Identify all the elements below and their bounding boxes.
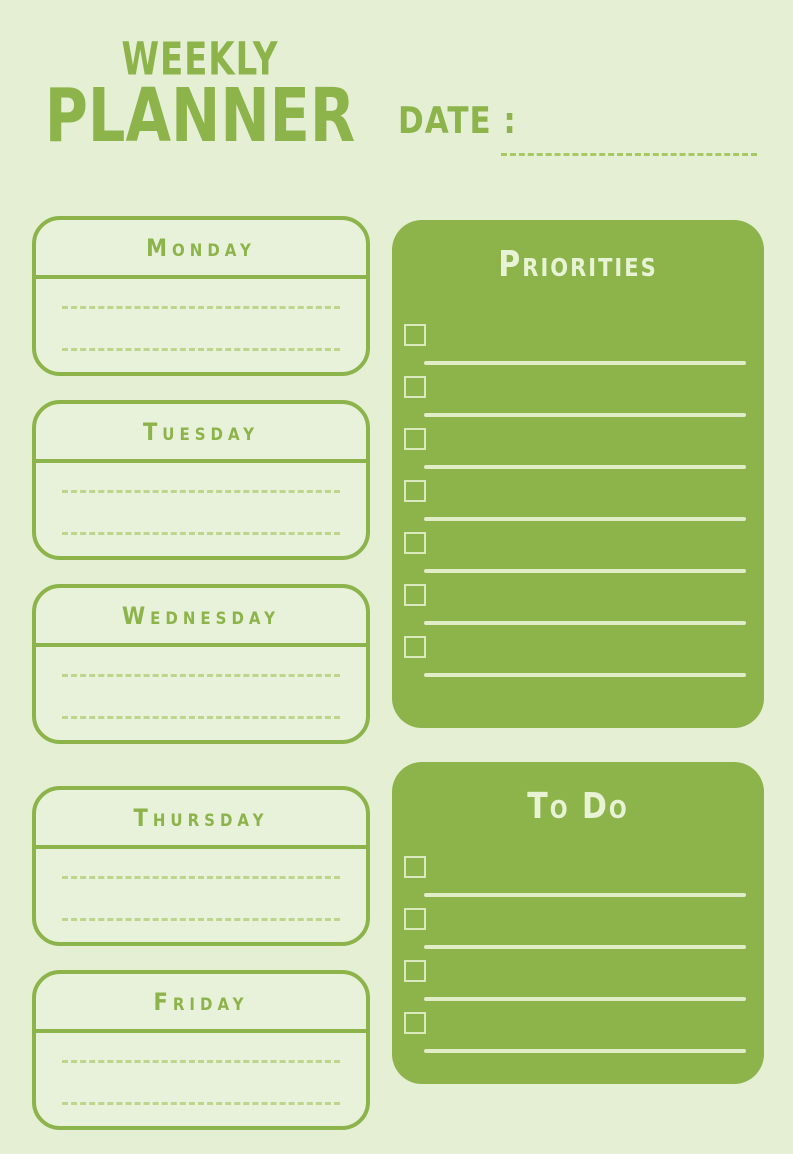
checkbox-icon[interactable] bbox=[404, 480, 426, 502]
write-line[interactable] bbox=[424, 361, 746, 365]
checkbox-icon[interactable] bbox=[404, 856, 426, 878]
list-item[interactable] bbox=[392, 956, 764, 1008]
priorities-title: Priorities bbox=[498, 244, 658, 286]
day-card-wednesday[interactable]: Wednesday bbox=[32, 584, 370, 744]
day-write-line-2[interactable] bbox=[62, 348, 340, 351]
todo-list bbox=[392, 852, 764, 1060]
day-write-line-1[interactable] bbox=[62, 876, 340, 879]
checkbox-icon[interactable] bbox=[404, 636, 426, 658]
list-item[interactable] bbox=[392, 528, 764, 580]
checkbox-icon[interactable] bbox=[404, 908, 426, 930]
list-item[interactable] bbox=[392, 1008, 764, 1060]
date-write-line[interactable] bbox=[501, 153, 757, 156]
day-divider bbox=[36, 275, 366, 279]
checkbox-icon[interactable] bbox=[404, 428, 426, 450]
day-card-thursday[interactable]: Thursday bbox=[32, 786, 370, 946]
list-item[interactable] bbox=[392, 424, 764, 476]
date-label: DATE : bbox=[398, 100, 517, 143]
checkbox-icon[interactable] bbox=[404, 960, 426, 982]
checkbox-icon[interactable] bbox=[404, 324, 426, 346]
day-divider bbox=[36, 643, 366, 647]
todo-panel: To Do bbox=[392, 762, 764, 1084]
write-line[interactable] bbox=[424, 569, 746, 573]
day-write-line-1[interactable] bbox=[62, 1060, 340, 1063]
checkbox-icon[interactable] bbox=[404, 1012, 426, 1034]
write-line[interactable] bbox=[424, 893, 746, 897]
checkbox-icon[interactable] bbox=[404, 584, 426, 606]
priorities-list bbox=[392, 320, 764, 684]
write-line[interactable] bbox=[424, 945, 746, 949]
write-line[interactable] bbox=[424, 997, 746, 1001]
list-item[interactable] bbox=[392, 852, 764, 904]
day-write-line-2[interactable] bbox=[62, 918, 340, 921]
day-card-friday[interactable]: Friday bbox=[32, 970, 370, 1130]
day-write-line-1[interactable] bbox=[62, 674, 340, 677]
write-line[interactable] bbox=[424, 673, 746, 677]
list-item[interactable] bbox=[392, 580, 764, 632]
checkbox-icon[interactable] bbox=[404, 532, 426, 554]
checkbox-icon[interactable] bbox=[404, 376, 426, 398]
title-weekly: WEEKLY bbox=[121, 32, 279, 86]
day-label: Wednesday bbox=[122, 602, 280, 630]
day-card-monday[interactable]: Monday bbox=[32, 216, 370, 376]
day-label: Friday bbox=[153, 988, 249, 1016]
list-item[interactable] bbox=[392, 904, 764, 956]
day-write-line-1[interactable] bbox=[62, 490, 340, 493]
write-line[interactable] bbox=[424, 517, 746, 521]
day-divider bbox=[36, 1029, 366, 1033]
day-divider bbox=[36, 845, 366, 849]
write-line[interactable] bbox=[424, 621, 746, 625]
list-item[interactable] bbox=[392, 632, 764, 684]
write-line[interactable] bbox=[424, 465, 746, 469]
day-write-line-2[interactable] bbox=[62, 1102, 340, 1105]
list-item[interactable] bbox=[392, 476, 764, 528]
day-card-tuesday[interactable]: Tuesday bbox=[32, 400, 370, 560]
page-title: WEEKLY PLANNER bbox=[30, 36, 370, 153]
day-write-line-2[interactable] bbox=[62, 716, 340, 719]
write-line[interactable] bbox=[424, 413, 746, 417]
day-label: Monday bbox=[146, 234, 256, 262]
date-field[interactable]: DATE : bbox=[398, 100, 768, 170]
day-label: Thursday bbox=[133, 804, 269, 832]
planner-page: WEEKLY PLANNER DATE : Monday Tuesday Wed… bbox=[0, 36, 793, 1130]
list-item[interactable] bbox=[392, 320, 764, 372]
day-card-list: Monday Tuesday Wednesday Thursday Friday bbox=[32, 216, 372, 1154]
day-divider bbox=[36, 459, 366, 463]
todo-title: To Do bbox=[527, 786, 629, 828]
write-line[interactable] bbox=[424, 1049, 746, 1053]
day-label: Tuesday bbox=[142, 418, 260, 446]
day-write-line-2[interactable] bbox=[62, 532, 340, 535]
page-header: WEEKLY PLANNER DATE : bbox=[0, 36, 793, 193]
title-planner: PLANNER bbox=[44, 71, 356, 160]
priorities-panel: Priorities bbox=[392, 220, 764, 728]
list-item[interactable] bbox=[392, 372, 764, 424]
day-write-line-1[interactable] bbox=[62, 306, 340, 309]
